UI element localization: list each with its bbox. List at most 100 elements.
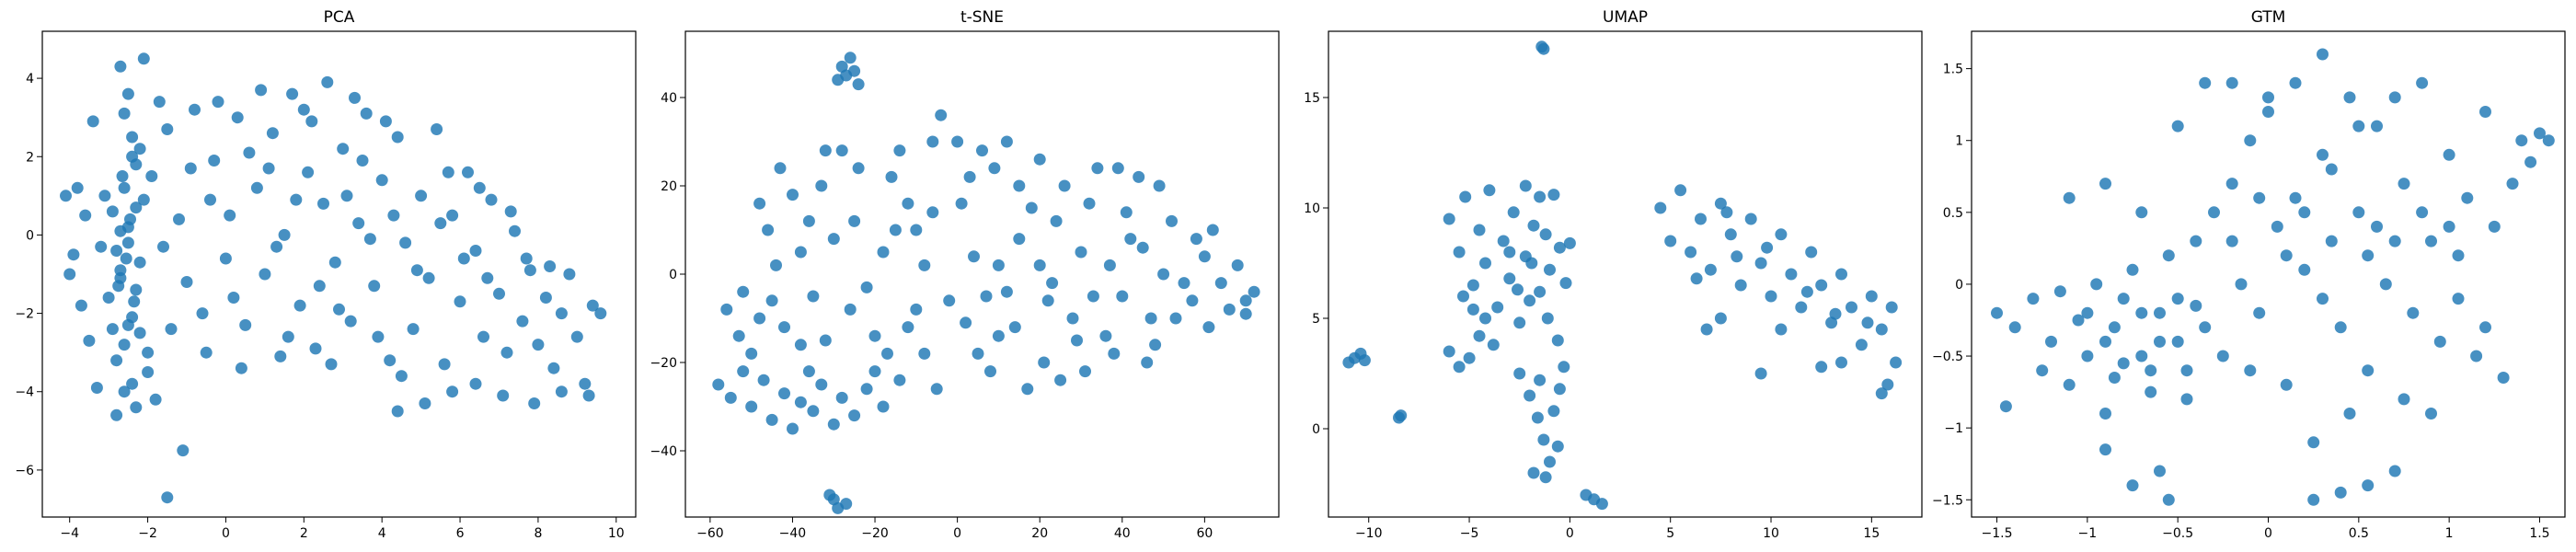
- scatter-point: [2388, 465, 2401, 477]
- y-tick-label: 0: [1312, 422, 1320, 437]
- scatter-point: [2154, 335, 2166, 348]
- scatter-point: [118, 181, 131, 194]
- scatter-point: [972, 347, 984, 360]
- scatter-point: [918, 259, 931, 271]
- scatter-point: [438, 358, 451, 371]
- scatter-point: [2063, 378, 2076, 391]
- scatter-point: [399, 236, 412, 249]
- scatter-point: [67, 248, 80, 261]
- scatter-point: [1050, 214, 1063, 227]
- scatter-point: [384, 354, 397, 367]
- scatter-point: [2289, 76, 2302, 89]
- scatter-point: [333, 303, 345, 316]
- scatter-point: [860, 383, 873, 396]
- scatter-points: [1342, 40, 1903, 511]
- scatter-point: [1021, 383, 1034, 396]
- scatter-point: [1525, 257, 1538, 270]
- x-tick-label: 6: [456, 526, 465, 541]
- scatter-point: [2280, 378, 2293, 391]
- x-tick-label: −4: [60, 526, 79, 541]
- scatter-point: [270, 240, 283, 253]
- scatter-point: [2280, 249, 2293, 262]
- scatter-point: [137, 52, 150, 65]
- scatter-point: [832, 74, 845, 86]
- scatter-point: [582, 389, 595, 402]
- scatter-point: [98, 190, 111, 202]
- scatter-point: [112, 280, 125, 293]
- scatter-point: [1890, 356, 1903, 369]
- x-tick-label: −5: [1460, 526, 1479, 541]
- scatter-point: [157, 240, 169, 253]
- scatter-point: [442, 166, 454, 178]
- y-tick-label: 0: [26, 228, 34, 243]
- scatter-point: [375, 174, 388, 187]
- scatter-point: [1087, 290, 1099, 303]
- scatter-point: [2452, 249, 2465, 262]
- scatter-point: [1537, 433, 1550, 446]
- x-tick-label: 0: [2264, 526, 2272, 541]
- scatter-point: [133, 143, 146, 155]
- scatter-point: [116, 170, 129, 182]
- scatter-point: [1457, 290, 1469, 303]
- x-tick-label: 0: [953, 526, 961, 541]
- scatter-point: [153, 96, 166, 109]
- scatter-point: [586, 299, 599, 312]
- x-tick-label: 4: [378, 526, 386, 541]
- scatter-point: [868, 329, 881, 342]
- scatter-point: [1054, 374, 1067, 386]
- scatter-point: [142, 366, 155, 378]
- scatter-point: [1875, 387, 1888, 400]
- scatter-point: [126, 150, 139, 163]
- scatter-point: [980, 290, 993, 303]
- scatter-point: [802, 365, 815, 378]
- scatter-point: [1239, 294, 1252, 307]
- scatter-point: [128, 295, 141, 308]
- scatter-point: [1512, 283, 1524, 296]
- scatter-point: [2135, 206, 2148, 219]
- scatter-point: [1503, 246, 1516, 259]
- x-tick-label: −40: [779, 526, 807, 541]
- scatter-point: [419, 397, 431, 409]
- scatter-point: [2452, 293, 2465, 305]
- scatter-point: [881, 347, 893, 360]
- scatter-point: [757, 374, 770, 386]
- scatter-point: [337, 143, 350, 155]
- scatter-point: [840, 498, 853, 511]
- scatter-point: [2515, 134, 2528, 147]
- scatter-point: [753, 197, 766, 210]
- scatter-point: [145, 170, 158, 182]
- scatter-point: [2497, 372, 2510, 384]
- scatter-point: [844, 52, 857, 64]
- y-tick-label: 20: [661, 179, 677, 194]
- scatter-point: [235, 362, 247, 374]
- scatter-point: [2425, 408, 2437, 420]
- scatter-point: [988, 162, 1001, 175]
- scatter-point: [1473, 224, 1486, 236]
- scatter-point: [712, 378, 725, 391]
- x-tick-label: 1.5: [2529, 526, 2549, 541]
- scatter-point: [1835, 268, 1847, 281]
- scatter-point: [1033, 153, 1046, 166]
- scatter-point: [1046, 277, 1059, 290]
- scatter-point: [422, 271, 435, 284]
- scatter-point: [2108, 321, 2121, 334]
- scatter-point: [1116, 290, 1129, 303]
- scatter-point: [794, 339, 807, 351]
- scatter-point: [239, 318, 252, 331]
- x-tick-label: −1: [2078, 526, 2098, 541]
- scatter-point: [1066, 312, 1079, 325]
- scatter-point: [1544, 455, 1556, 468]
- scatter-point: [2271, 220, 2283, 233]
- scatter-point: [63, 268, 76, 281]
- scatter-point: [1466, 279, 1479, 292]
- scatter-point: [2506, 178, 2519, 190]
- scatter-point: [305, 115, 318, 128]
- scatter-point: [935, 109, 948, 121]
- scatter-point: [90, 382, 103, 394]
- scatter-point: [1551, 440, 1564, 453]
- scatter-point: [2117, 357, 2130, 370]
- scatter-point: [231, 111, 244, 124]
- scatter-point: [2407, 306, 2420, 319]
- scatter-point: [1058, 179, 1071, 192]
